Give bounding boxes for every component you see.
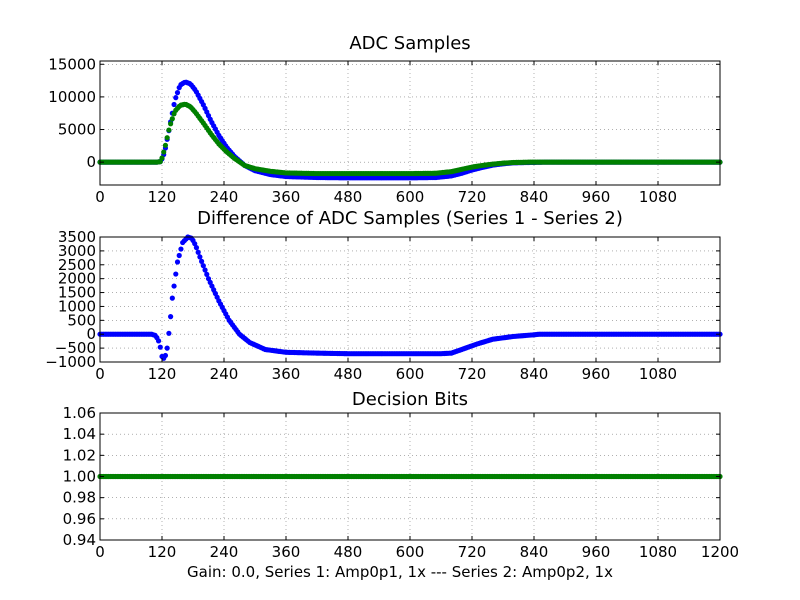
data-point: [168, 121, 174, 127]
y-tick-label-5000: 5000: [58, 121, 96, 139]
data-point: [173, 95, 179, 101]
x-tick-label-120: 120: [148, 365, 177, 383]
x-tick-label-480: 480: [334, 188, 363, 206]
data-point: [169, 116, 175, 122]
x-tick-label-960: 960: [582, 543, 611, 561]
y-tick-label-1-04: 1.04: [63, 425, 96, 443]
data-point: [166, 330, 172, 336]
x-tick-label-600: 600: [396, 365, 425, 383]
data-point: [171, 283, 177, 289]
y-tick-label-1000: −1000: [45, 353, 96, 371]
data-point: [169, 295, 175, 301]
decision-bits-panel: Decision Bits 0 120 240 360 480 600 720 840 960 10…: [63, 389, 740, 561]
x-tick-label-360: 360: [272, 365, 301, 383]
data-point: [159, 155, 165, 161]
data-point: [192, 241, 198, 247]
x-tick-label-360: 360: [272, 543, 301, 561]
x-tick-label-720: 720: [458, 365, 487, 383]
x-tick-label-960: 960: [582, 365, 611, 383]
y-tick-label-0: 0: [86, 153, 96, 171]
data-point: [166, 127, 172, 133]
axes-frame: [99, 236, 721, 363]
x-tick-label-720: 720: [458, 188, 487, 206]
data-point: [195, 249, 201, 255]
data-point: [202, 267, 208, 273]
data-point: [193, 245, 200, 251]
y-tick-label-2500: 2500: [58, 256, 96, 274]
data-point: [200, 263, 206, 269]
x-tick-label-0: 0: [95, 543, 105, 561]
x-tick-label-240: 240: [210, 365, 239, 383]
x-tick-label-120: 120: [148, 188, 177, 206]
data-point: [168, 314, 174, 320]
x-tick-label-840: 840: [520, 188, 549, 206]
y-tick-label-1500: 1500: [58, 284, 96, 302]
y-tick-label-1-00: 1.00: [63, 468, 96, 486]
data-point: [162, 142, 169, 148]
data-point: [164, 345, 170, 351]
y-tick-label-3000: 3000: [58, 242, 96, 260]
data-point: [199, 258, 205, 264]
data-point: [157, 344, 163, 350]
data-point: [174, 90, 181, 96]
chart-title: Decision Bits: [352, 389, 468, 410]
data-point: [173, 271, 179, 277]
x-tick-label-720: 720: [458, 543, 487, 561]
y-tick-label-1-06: 1.06: [63, 404, 96, 422]
y-tick-label-2000: 2000: [58, 270, 96, 288]
series-1: [97, 234, 723, 361]
y-tick-label-15000: 15000: [48, 55, 96, 73]
y-tick-label-500: 500: [67, 311, 96, 329]
x-tick-label-1080: 1080: [639, 365, 677, 383]
x-tick-label-360: 360: [272, 188, 301, 206]
data-point: [155, 338, 162, 344]
x-tick-label-120: 120: [148, 543, 177, 561]
axes-frame: [99, 60, 721, 186]
y-tick-label-10000: 10000: [48, 88, 96, 106]
x-tick-label-1080: 1080: [639, 188, 677, 206]
chart-title: Difference of ADC Samples (Series 1 - Se…: [197, 208, 623, 229]
data-point: [204, 271, 210, 277]
series-2: [97, 101, 723, 177]
x-tick-label-240: 240: [210, 543, 239, 561]
y-tick-label-500: −500: [55, 339, 96, 357]
y-tick-label-0: 0: [86, 325, 96, 343]
x-tick-label-480: 480: [334, 365, 363, 383]
x-tick-label-1080: 1080: [639, 543, 677, 561]
x-tick-label-0: 0: [95, 188, 105, 206]
adc-samples-panel: ADC Samples 0 120 240 360 480 600 720 840 960 1080…: [48, 33, 723, 206]
x-tick-label-600: 600: [396, 188, 425, 206]
chart-title: ADC Samples: [349, 33, 470, 54]
x-tick-label-840: 840: [520, 543, 549, 561]
data-point: [197, 254, 203, 260]
y-tick-label-3500: 3500: [58, 228, 96, 246]
data-point: [178, 246, 184, 252]
difference-panel: Difference of ADC Samples (Series 1 - Se…: [45, 208, 723, 383]
data-point: [171, 101, 177, 108]
y-tick-label-1-02: 1.02: [63, 446, 96, 464]
series-1: [97, 473, 723, 480]
data-point: [176, 252, 182, 259]
x-tick-label-1200: 1200: [701, 543, 739, 561]
x-tick-label-960: 960: [582, 188, 611, 206]
y-tick-label-0-94: 0.94: [63, 531, 96, 549]
y-tick-label-0-98: 0.98: [63, 489, 96, 507]
y-tick-label-1000: 1000: [58, 297, 96, 315]
data-point: [164, 135, 170, 141]
data-point: [161, 149, 167, 155]
x-tick-label-240: 240: [210, 188, 239, 206]
x-tick-label-600: 600: [396, 543, 425, 561]
y-tick-label-0-96: 0.96: [63, 510, 96, 528]
data-point: [174, 259, 181, 265]
x-tick-label-840: 840: [520, 365, 549, 383]
x-tick-label-0: 0: [95, 365, 105, 383]
figure-xlabel: Gain: 0.0, Series 1: Amp0p1, 1x --- Seri…: [187, 563, 613, 581]
x-tick-label-480: 480: [334, 543, 363, 561]
data-point: [162, 352, 169, 359]
